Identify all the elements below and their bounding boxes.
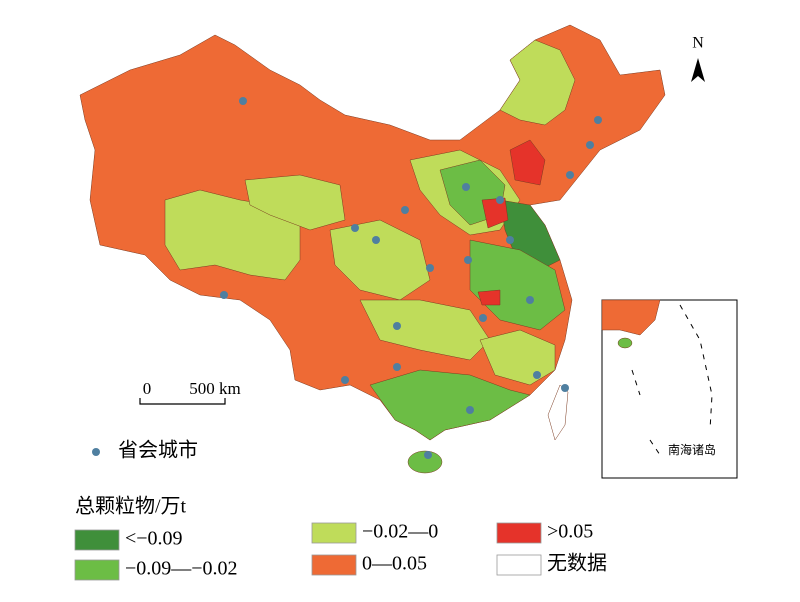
legend-label: 无数据 [547,552,607,575]
region [407,450,443,474]
capital [496,196,504,204]
legend-swatch [311,522,357,544]
region [244,174,346,231]
capital [594,116,602,124]
region [509,139,546,186]
legend-swatch [74,559,120,581]
capital [426,264,434,272]
north-arrow [691,58,705,82]
north-label: N [692,35,704,52]
region [617,337,633,349]
legend-label: >0.05 [547,521,593,543]
capital [506,236,514,244]
capital [586,141,594,149]
scale-end: 500 km [189,379,240,398]
scale-bar [139,398,226,405]
legend-label: 0—0.05 [362,553,427,575]
inset-boundary [631,304,713,456]
capital [393,322,401,330]
region [369,369,531,441]
capital-legend-label: 省会城市 [118,439,198,462]
capital [533,371,541,379]
region [477,289,501,306]
inset-label: 南海诸岛 [668,442,716,457]
legend-label: <−0.09 [125,528,183,550]
legend-label: −0.09—−0.02 [125,558,238,580]
legend-label: −0.02—0 [362,521,438,543]
capital [220,291,228,299]
capital [393,363,401,371]
region [469,239,566,331]
region [547,384,569,441]
capital [424,451,432,459]
legend-swatch [496,554,542,576]
capital [466,406,474,414]
capital [239,97,247,105]
legend-swatch [74,529,120,551]
capital-legend-marker [92,448,100,456]
region [601,299,661,336]
capital [526,296,534,304]
region [359,299,491,361]
capital [561,384,569,392]
capital [462,183,470,191]
capital [479,314,487,322]
region [329,219,431,301]
legend-swatch [496,522,542,544]
capital [464,256,472,264]
capital [341,376,349,384]
scale-start: 0 [143,379,152,398]
legend: <−0.09 −0.09—−0.02 −0.02—0 0—0.05 >0.05 无数据 [74,521,607,581]
capital [401,206,409,214]
capital [372,236,380,244]
legend-title: 总颗粒物/万t [75,495,187,518]
region [499,39,576,126]
capital-markers [220,97,602,459]
legend-swatch [311,554,357,576]
capital [566,171,574,179]
capital [351,224,359,232]
